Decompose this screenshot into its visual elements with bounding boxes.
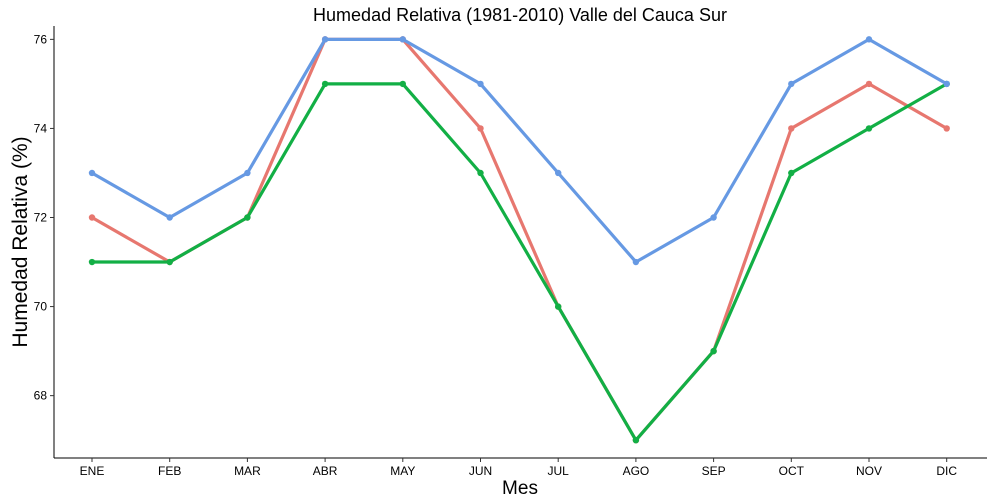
x-tick-label: FEB	[158, 464, 181, 478]
data-point	[477, 125, 484, 132]
data-point	[477, 80, 484, 88]
y-tick-label: 68	[34, 389, 48, 403]
data-point	[632, 436, 640, 444]
data-point	[710, 214, 717, 221]
series-layer	[88, 36, 950, 444]
data-point	[788, 80, 795, 88]
x-tick-label: AGO	[623, 464, 650, 478]
data-point	[865, 36, 873, 43]
x-tick-label: NOV	[856, 464, 882, 478]
series-line	[90, 37, 949, 264]
data-point	[555, 303, 562, 310]
data-point	[88, 258, 96, 266]
data-point	[943, 80, 950, 88]
data-point	[166, 214, 173, 221]
data-point	[788, 169, 795, 177]
data-point	[865, 125, 873, 132]
x-axis-ticks: ENE FEB MAR ABR MAY JUN JUL AGO SEP OCT NOV DIC	[80, 458, 957, 478]
data-point	[244, 214, 251, 221]
series-3	[88, 36, 950, 266]
data-point	[88, 169, 96, 177]
data-point	[88, 214, 96, 221]
data-point	[710, 347, 717, 355]
x-tick-label: SEP	[702, 464, 726, 478]
data-point	[399, 80, 406, 88]
y-axis-ticks: 68 70 72 74 76	[34, 32, 54, 403]
y-tick-label: 74	[34, 121, 48, 135]
data-point	[632, 258, 640, 266]
data-point	[865, 80, 873, 88]
x-tick-label: MAR	[234, 464, 261, 478]
x-tick-label: JUN	[469, 464, 492, 478]
data-point	[788, 125, 795, 132]
x-tick-label: DIC	[936, 464, 957, 478]
x-axis-title: Mes	[502, 478, 538, 499]
series-2	[88, 80, 950, 444]
data-point	[321, 36, 329, 43]
data-point	[555, 169, 562, 177]
x-tick-label: ABR	[313, 464, 338, 478]
x-tick-label: MAY	[390, 464, 415, 478]
data-point	[477, 169, 484, 177]
x-tick-label: OCT	[779, 464, 805, 478]
data-point	[244, 169, 251, 177]
y-tick-label: 70	[34, 300, 48, 314]
data-point	[166, 258, 173, 266]
data-point	[399, 36, 406, 43]
y-tick-label: 72	[34, 211, 48, 225]
x-tick-label: ENE	[80, 464, 105, 478]
y-axis-title: Humedad Relativa (%)	[9, 136, 32, 347]
data-point	[321, 80, 329, 88]
chart-title: Humedad Relativa (1981-2010) Valle del C…	[313, 5, 727, 25]
series-line	[90, 82, 949, 442]
y-tick-label: 76	[34, 32, 48, 46]
data-point	[943, 125, 950, 132]
x-tick-label: JUL	[548, 464, 570, 478]
